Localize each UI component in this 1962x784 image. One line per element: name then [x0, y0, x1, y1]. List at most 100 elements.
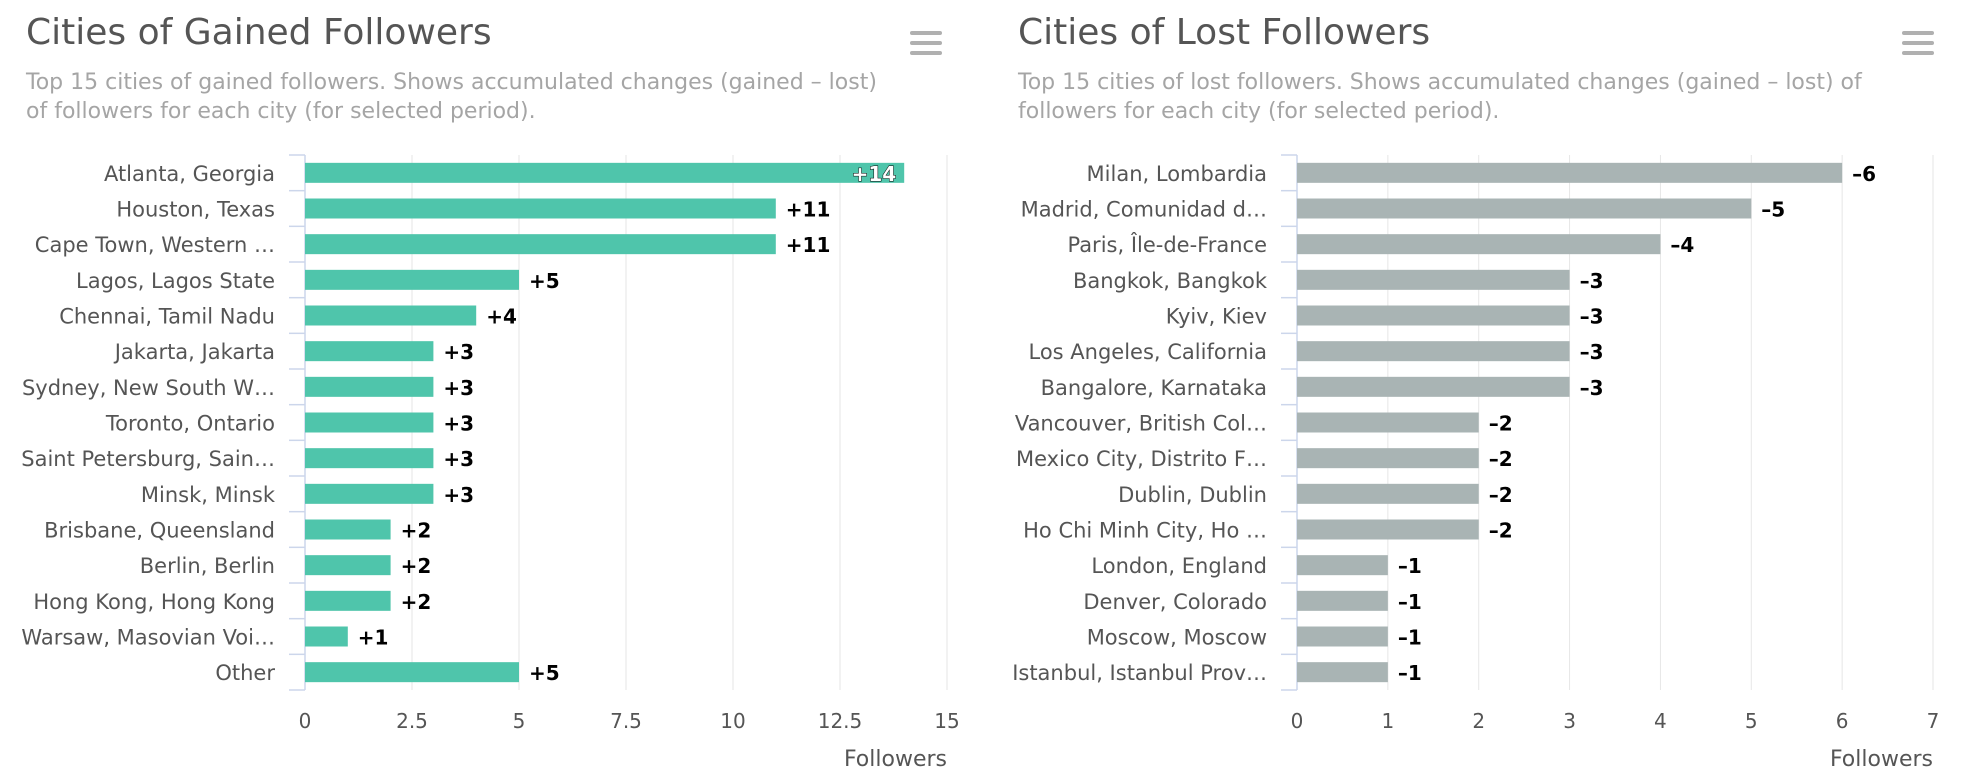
chart-panel-gained: Cities of Gained Followers Top 15 cities… [21, 12, 960, 772]
bar [1297, 483, 1479, 504]
data-label: +3 [443, 340, 474, 364]
category-label: Milan, Lombardia [1087, 162, 1267, 186]
chart-subtitle: Top 15 cities of lost followers. Shows a… [1018, 70, 1862, 124]
bar [305, 234, 776, 255]
data-label: +14 [852, 162, 897, 186]
x-axis-title: Followers [844, 747, 947, 772]
menu-icon-line [1902, 31, 1934, 35]
category-label: Bangkok, Bangkok [1073, 269, 1268, 293]
bar [1297, 305, 1570, 326]
chart-title: Cities of Gained Followers [26, 12, 492, 53]
x-tick-label: 3 [1563, 709, 1576, 733]
category-label: Sydney, New South W… [22, 376, 275, 400]
bar [305, 305, 477, 326]
category-label: Warsaw, Masovian Voi… [21, 626, 275, 650]
category-label: Other [215, 661, 275, 685]
bar-chart-gained: Atlanta, Georgia +14 Houston, Texas +11 Cape… [21, 154, 960, 772]
menu-icon-line [910, 41, 942, 45]
bar [305, 412, 434, 433]
category-label: Denver, Colorado [1083, 590, 1267, 614]
bar [1297, 376, 1570, 397]
category-label: Paris, Île-de-France [1067, 232, 1267, 257]
bar [305, 269, 519, 290]
menu-icon[interactable] [906, 28, 946, 58]
menu-icon-line [1902, 51, 1934, 55]
chart-subtitle: Top 15 cities of gained followers. Shows… [26, 70, 877, 124]
data-label: +2 [401, 590, 432, 614]
data-label: +1 [358, 626, 389, 650]
bar [1297, 162, 1843, 183]
data-label: –2 [1489, 447, 1513, 471]
bar [1297, 269, 1570, 290]
x-tick-label: 1 [1381, 709, 1394, 733]
category-label: Kyiv, Kiev [1166, 305, 1267, 329]
data-label: –1 [1398, 626, 1422, 650]
bar [1297, 590, 1388, 611]
category-label: Mexico City, Distrito F… [1016, 447, 1267, 471]
data-label: –1 [1398, 661, 1422, 685]
category-label: Los Angeles, California [1029, 340, 1268, 364]
menu-icon-line [910, 31, 942, 35]
category-label: Madrid, Comunidad d… [1021, 198, 1267, 222]
x-tick-label: 12.5 [818, 709, 863, 733]
data-label: –4 [1670, 233, 1694, 257]
bar [1297, 341, 1570, 362]
data-label: –3 [1580, 376, 1604, 400]
bar [1297, 662, 1388, 683]
bar [1297, 448, 1479, 469]
data-label: +3 [443, 447, 474, 471]
bar [305, 341, 434, 362]
category-label: Moscow, Moscow [1087, 626, 1267, 650]
category-label: Chennai, Tamil Nadu [59, 305, 275, 329]
bar [1297, 198, 1752, 219]
x-tick-label: 6 [1836, 709, 1849, 733]
x-tick-label: 5 [513, 709, 526, 733]
category-label: Minsk, Minsk [141, 483, 276, 507]
bar [305, 483, 434, 504]
category-label: Brisbane, Queensland [44, 519, 275, 543]
x-tick-label: 0 [1291, 709, 1304, 733]
category-label: Jakarta, Jakarta [113, 340, 275, 364]
x-tick-label: 7 [1927, 709, 1940, 733]
category-label: Dublin, Dublin [1118, 483, 1267, 507]
bar [305, 519, 391, 540]
data-label: –2 [1489, 519, 1513, 543]
bar [305, 448, 434, 469]
menu-icon-line [1902, 41, 1934, 45]
data-label: –5 [1761, 198, 1785, 222]
bar [305, 590, 391, 611]
chart-title: Cities of Lost Followers [1018, 12, 1431, 53]
category-label: Hong Kong, Hong Kong [33, 590, 275, 614]
x-tick-label: 15 [934, 709, 959, 733]
category-label: Houston, Texas [116, 198, 275, 222]
category-label: Atlanta, Georgia [104, 162, 275, 186]
data-label: +4 [486, 305, 517, 329]
data-label: +5 [529, 661, 560, 685]
category-label: Cape Town, Western … [35, 233, 275, 257]
data-label: +11 [786, 198, 831, 222]
data-label: +3 [443, 412, 474, 436]
x-tick-label: 2.5 [396, 709, 428, 733]
data-label: +5 [529, 269, 560, 293]
data-label: +3 [443, 376, 474, 400]
data-label: +3 [443, 483, 474, 507]
bar [305, 662, 519, 683]
x-tick-label: 10 [720, 709, 745, 733]
category-label: Ho Chi Minh City, Ho … [1023, 519, 1267, 543]
data-label: –1 [1398, 554, 1422, 578]
x-tick-label: 4 [1654, 709, 1667, 733]
x-tick-label: 0 [299, 709, 312, 733]
data-label: +11 [786, 233, 831, 257]
bar [305, 555, 391, 576]
category-label: Toronto, Ontario [105, 412, 275, 436]
data-label: –3 [1580, 269, 1604, 293]
x-tick-label: 2 [1472, 709, 1485, 733]
data-label: –1 [1398, 590, 1422, 614]
data-label: –3 [1580, 305, 1604, 329]
x-tick-label: 7.5 [610, 709, 642, 733]
data-label: –6 [1852, 162, 1876, 186]
menu-icon[interactable] [1898, 28, 1938, 58]
x-axis-title: Followers [1830, 747, 1933, 772]
category-label: Vancouver, British Col… [1015, 412, 1267, 436]
bar [305, 626, 348, 647]
